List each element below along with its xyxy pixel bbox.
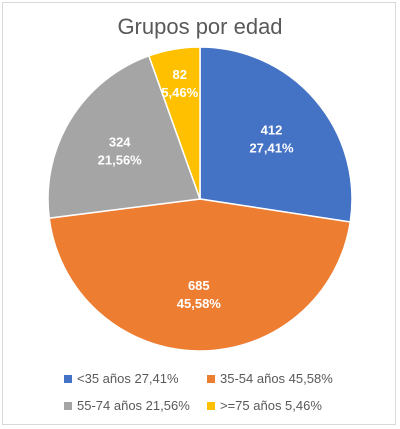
slice-percent-label-0: 27,41% — [249, 141, 294, 156]
legend-swatch-blue — [64, 375, 72, 383]
legend-text-55-74: 55-74 años 21,56% — [77, 398, 190, 413]
pie-slice-3 — [147, 46, 201, 200]
legend-text-35-54: 35-54 años 45,58% — [220, 371, 333, 386]
legend-item-55-74: 55-74 años 21,56% — [64, 398, 190, 413]
legend-swatch-orange — [207, 375, 215, 383]
pie-slice-1 — [48, 198, 352, 352]
legend-item-35-54: 35-54 años 45,58% — [207, 371, 333, 386]
legend-swatch-gray — [64, 402, 72, 410]
chart-title: Grupos por edad — [117, 14, 283, 39]
legend-item-ge75: >=75 años 5,46% — [207, 398, 322, 413]
slice-value-label-3: 82 — [173, 67, 187, 82]
slice-percent-label-2: 21,56% — [98, 153, 143, 168]
pie-slice-2 — [47, 54, 202, 220]
slice-value-label-1: 685 — [188, 278, 210, 293]
legend-item-lt35: <35 años 27,41% — [64, 371, 179, 386]
legend-text-lt35: <35 años 27,41% — [77, 371, 179, 386]
pie-slice-0 — [199, 46, 353, 223]
slice-percent-label-1: 45,58% — [177, 296, 222, 311]
slice-percent-label-3: 5,46% — [161, 85, 198, 100]
slice-value-label-0: 412 — [261, 123, 283, 138]
legend-text-ge75: >=75 años 5,46% — [220, 398, 322, 413]
legend-swatch-yellow — [207, 402, 215, 410]
slice-value-label-2: 324 — [109, 135, 131, 150]
